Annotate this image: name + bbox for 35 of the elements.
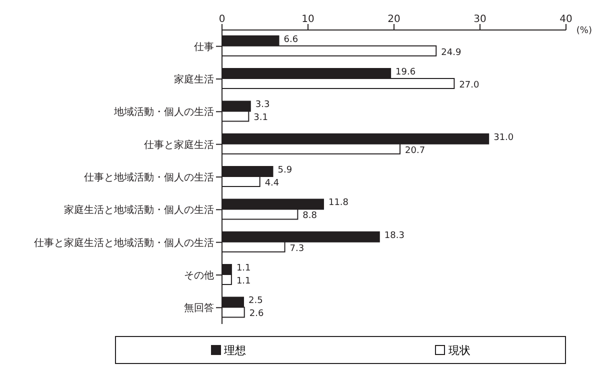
data-label: 6.6 (284, 34, 298, 45)
data-label: 3.3 (255, 100, 270, 110)
y-tick-label: 仕事と家庭生活と地域活動・個人の生活 (34, 236, 214, 249)
x-axis-title: (%) (576, 26, 592, 36)
x-tick-label: 20 (388, 14, 400, 25)
y-tick-label: 仕事と家庭生活 (144, 138, 214, 151)
legend-label: 理想 (222, 342, 246, 358)
y-tick-label: その他 (184, 270, 214, 282)
y-tick-label: 仕事と地域活動・個人の生活 (84, 172, 214, 184)
data-label: 31.0 (494, 132, 514, 143)
x-tick-label: 0 (218, 14, 226, 25)
data-label: 19.6 (396, 68, 416, 78)
y-tick-label: 家庭生活と地域活動・個人の生活 (64, 204, 214, 216)
y-tick-label: 地域活動・個人の生活 (113, 106, 214, 118)
y-tick-label: 家庭生活 (174, 74, 214, 86)
data-label: 18.3 (384, 230, 404, 241)
data-label: 7.3 (290, 244, 304, 254)
x-tick-label: 30 (474, 14, 486, 25)
data-label: 4.4 (264, 178, 280, 189)
data-label: 3.1 (254, 113, 268, 124)
data-label: 27.0 (459, 80, 480, 91)
legend-label: 現状 (447, 342, 470, 358)
x-tick-label: 10 (302, 14, 314, 25)
x-tick-label: 40 (560, 14, 572, 25)
data-label: 1.1 (236, 264, 251, 274)
data-label: 1.1 (236, 276, 251, 287)
y-tick-label: 仕事 (194, 40, 214, 53)
data-label: 5.9 (278, 166, 292, 176)
data-label: 24.9 (441, 48, 462, 58)
data-label: 20.7 (405, 146, 426, 156)
data-label: 2.6 (249, 309, 264, 320)
y-tick-label: 無回答 (184, 302, 214, 314)
data-label: 2.5 (248, 296, 263, 306)
data-label: 8.8 (302, 211, 318, 222)
data-label: 11.8 (328, 198, 349, 208)
